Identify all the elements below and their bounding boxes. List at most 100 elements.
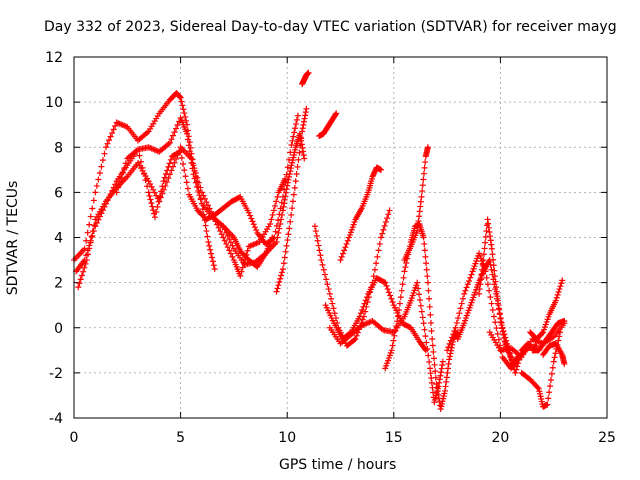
data-point [326,290,333,297]
data-marker [150,207,157,214]
data-marker [436,379,443,386]
data-marker [462,287,469,294]
data-series-track-7 [299,69,312,88]
data-point [160,178,167,185]
data-marker [84,229,91,236]
data-point [177,94,184,101]
data-marker [416,208,423,215]
data-marker [274,285,281,292]
data-point [544,401,551,408]
data-marker [226,236,233,243]
data-marker [391,332,398,339]
data-marker [82,260,89,267]
data-marker [438,365,445,372]
data-marker [203,199,210,206]
data-marker [427,311,434,318]
data-marker [183,117,190,124]
data-marker [284,237,291,244]
data-marker [242,256,249,263]
data-marker [338,253,345,260]
data-series-track-8 [316,110,340,139]
chart-title: Day 332 of 2023, Sidereal Day-to-day VTE… [44,19,617,35]
data-marker [379,230,386,237]
data-marker [427,370,434,377]
data-point [279,207,286,214]
data-marker [110,126,117,133]
data-marker [275,217,282,224]
data-marker [477,276,484,283]
data-point [188,155,195,162]
data-marker [384,215,391,222]
y-tick-label: 4 [54,231,63,247]
data-marker [194,174,201,181]
data-point [92,223,99,230]
data-marker [325,286,332,293]
data-marker [281,200,288,207]
data-marker [419,182,426,189]
data-marker [165,163,172,170]
data-series-track-20 [527,277,566,343]
data-point [427,365,434,372]
data-marker [357,310,364,317]
data-marker [431,361,438,368]
data-marker [443,374,450,381]
data-marker [353,332,360,339]
data-marker [293,116,300,123]
data-marker [435,391,442,398]
data-marker [451,327,458,334]
data-marker [317,252,324,259]
data-marker [319,261,326,268]
data-marker [422,333,429,340]
data-marker [324,281,331,288]
data-series-track-21 [529,317,568,354]
data-marker [417,302,424,309]
data-marker [376,240,383,247]
data-marker [206,242,213,249]
data-marker [300,151,307,158]
data-marker [280,203,287,210]
data-marker [342,244,349,251]
x-tick-label: 0 [70,430,79,446]
data-marker [282,248,289,255]
data-marker [270,207,277,214]
y-tick-label: 10 [45,95,63,111]
data-marker [396,300,403,307]
data-marker [534,384,541,391]
data-marker [300,148,307,155]
data-point [352,336,359,343]
data-marker [189,160,196,167]
data-marker [80,268,87,275]
data-marker [276,225,283,232]
data-marker [427,319,434,326]
data-marker [294,163,301,170]
data-marker [485,220,492,227]
data-marker [547,383,554,390]
data-marker [315,242,322,249]
data-marker [421,247,428,254]
data-marker [176,149,183,156]
data-marker [489,307,496,314]
data-marker [463,284,470,291]
data-marker [214,221,221,228]
x-tick-label: 25 [598,430,616,446]
data-marker [398,287,405,294]
data-marker [291,184,298,191]
data-marker [280,260,287,267]
data-marker [385,289,392,296]
data-marker [204,233,211,240]
data-marker [383,282,390,289]
x-tick-label: 5 [176,430,185,446]
data-marker [498,322,505,329]
data-marker [331,310,338,317]
data-marker [162,171,169,178]
data-point [444,347,451,354]
data-marker [289,205,296,212]
data-marker [223,229,230,236]
data-marker [458,300,465,307]
y-tick-label: 6 [54,185,63,201]
data-marker [499,325,506,332]
data-marker [343,240,350,247]
data-marker [221,226,228,233]
data-point [452,324,459,331]
data-marker [210,262,217,269]
